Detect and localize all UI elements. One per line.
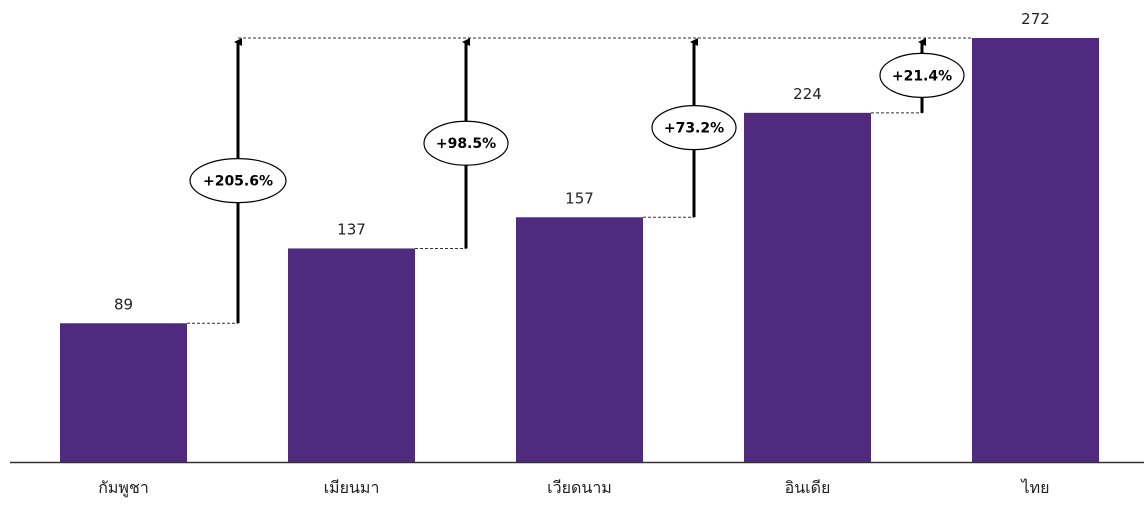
value-label-0: 89 xyxy=(114,295,133,313)
growth-label-1: +98.5% xyxy=(436,136,496,152)
bar-4 xyxy=(972,38,1099,462)
value-label-3: 224 xyxy=(793,85,822,103)
value-label-2: 157 xyxy=(565,189,594,207)
bar-2 xyxy=(516,217,643,462)
growth-bubble-3 xyxy=(879,52,965,99)
growth-label-3: +21.4% xyxy=(892,68,952,84)
growth-bubble-1 xyxy=(423,120,509,166)
category-label-1: เมียนมา xyxy=(324,478,380,497)
category-label-0: กัมพูชา xyxy=(98,478,149,498)
category-label-4: ไทย xyxy=(1020,478,1050,497)
growth-bubble-2 xyxy=(651,105,737,151)
value-label-4: 272 xyxy=(1021,10,1050,28)
growth-label-0: +205.6% xyxy=(203,174,273,190)
value-label-1: 137 xyxy=(337,220,366,238)
bar-0 xyxy=(60,323,187,462)
category-label-2: เวียดนาม xyxy=(547,478,612,497)
category-label-3: อินเดีย xyxy=(785,478,831,497)
bar-1 xyxy=(288,248,415,462)
bar-3 xyxy=(744,112,871,462)
growth-bubble-0 xyxy=(189,158,287,204)
growth-label-2: +73.2% xyxy=(664,121,724,137)
